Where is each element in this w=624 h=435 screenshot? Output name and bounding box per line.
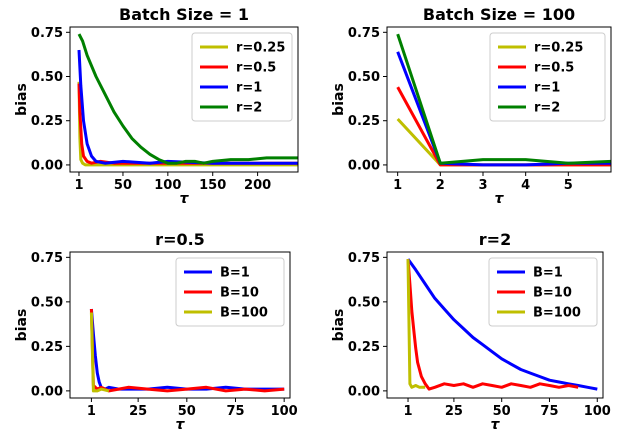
x-tick-label: 50 xyxy=(178,404,196,419)
x-axis-label: τ xyxy=(495,191,505,207)
legend-box xyxy=(489,32,606,122)
axes-frame xyxy=(69,26,299,173)
y-tick-label: 0.75 xyxy=(31,251,63,266)
x-axis-label: τ xyxy=(180,191,190,207)
series-line-r=2 xyxy=(77,33,298,165)
x-tick-label: 1 xyxy=(87,404,96,419)
x-tick-label: 2 xyxy=(436,178,445,193)
legend-label: r=1 xyxy=(534,81,560,96)
x-tick-label: 1 xyxy=(74,178,83,193)
x-tick-label: 75 xyxy=(540,404,558,419)
y-tick-label: 0.00 xyxy=(348,158,380,173)
chart-panel-4: 1 25 50 75 1000.000.250.500.75r=2τbiasB=1B=1… xyxy=(331,230,611,433)
axes-frame xyxy=(386,251,604,399)
x-tick-label: 4 xyxy=(521,178,530,193)
x-tick-label: 50 xyxy=(493,404,511,419)
y-axis-label: bias xyxy=(331,309,347,342)
x-tick-label: 200 xyxy=(244,178,271,193)
legend-label: B=10 xyxy=(220,286,259,301)
series-line-B=100 xyxy=(89,312,110,393)
legend-label: r=2 xyxy=(236,101,262,116)
series-line-B=10 xyxy=(89,308,285,393)
legend: r=0.25 r=0.5 r=1 r=2 xyxy=(489,32,606,122)
chart-title: Batch Size = 1 xyxy=(119,5,249,24)
x-tick-label: 3 xyxy=(478,178,487,193)
chart-title: r=2 xyxy=(479,230,511,249)
legend-label: r=0.25 xyxy=(534,41,583,56)
y-tick-label: 0.50 xyxy=(31,70,63,85)
chart-title: r=0.5 xyxy=(155,230,205,249)
legend: B=1 B=10 B=100 xyxy=(175,257,285,327)
y-tick-label: 0.00 xyxy=(348,384,380,399)
y-tick-label: 0.00 xyxy=(31,158,63,173)
legend-box xyxy=(175,257,285,327)
series-line-r=0.25 xyxy=(396,117,611,167)
chart-panel-2: 1 2 3 4 5 0.00 0.25 0.50 0.75 Batch Size = 100 τ bi… xyxy=(331,5,612,207)
x-axis-label: τ xyxy=(491,417,501,433)
x-tick-label: 1 xyxy=(393,178,402,193)
legend-box xyxy=(488,257,598,327)
axes-frame xyxy=(69,251,291,399)
legend-label: B=100 xyxy=(533,306,581,321)
y-axis-label: bias xyxy=(14,309,30,342)
legend-label: B=100 xyxy=(220,306,268,321)
y-axis-label: bias xyxy=(331,83,347,116)
x-tick-label: 5 xyxy=(564,178,573,193)
legend: B=1 B=10 B=100 xyxy=(488,257,598,327)
y-tick-label: 0.50 xyxy=(348,295,380,310)
legend-box xyxy=(191,32,293,122)
x-tick-label: 100 xyxy=(271,404,298,419)
series-line-r=0.25 xyxy=(77,81,298,167)
y-axis-label: bias xyxy=(14,83,30,116)
y-tick-label: 0.75 xyxy=(348,26,380,41)
legend-label: B=1 xyxy=(533,266,563,281)
legend-label: r=2 xyxy=(534,101,560,116)
y-tick-label: 0.00 xyxy=(31,384,63,399)
legend-label: B=10 xyxy=(533,286,572,301)
legend-label: B=1 xyxy=(220,266,250,281)
y-tick-label: 0.75 xyxy=(348,251,380,266)
y-tick-label: 0.75 xyxy=(31,26,63,41)
y-tick-label: 0.50 xyxy=(31,295,63,310)
x-tick-label: 25 xyxy=(445,404,463,419)
y-tick-label: 0.25 xyxy=(31,340,63,355)
y-tick-label: 0.50 xyxy=(348,70,380,85)
x-tick-label: 1 xyxy=(404,404,413,419)
y-tick-label: 0.25 xyxy=(31,114,63,129)
legend-label: r=0.5 xyxy=(534,61,574,76)
series-line-r=1 xyxy=(77,49,298,165)
axes-frame xyxy=(386,26,612,173)
x-axis-label: τ xyxy=(176,417,186,433)
y-tick-label: 0.25 xyxy=(348,114,380,129)
series-line-B=1 xyxy=(406,258,598,391)
x-tick-label: 150 xyxy=(199,178,226,193)
legend-label: r=1 xyxy=(236,81,262,96)
legend: r=0.25 r=0.5 r=1 r=2 xyxy=(191,32,293,122)
series-line-B=10 xyxy=(406,258,579,391)
y-tick-label: 0.25 xyxy=(348,340,380,355)
x-tick-label: 100 xyxy=(584,404,611,419)
legend-label: r=0.5 xyxy=(236,61,276,76)
series-line-r=2 xyxy=(396,33,611,165)
legend-label: r=0.25 xyxy=(236,41,285,56)
x-tick-label: 75 xyxy=(226,404,244,419)
chart-panel-3: 1 25 50 75 1000.000.250.500.75r=0.5τbiasB=1B… xyxy=(14,230,298,433)
chart-title: Batch Size = 100 xyxy=(423,5,575,24)
x-tick-label: 50 xyxy=(114,178,132,193)
x-tick-label: 100 xyxy=(154,178,181,193)
x-tick-label: 25 xyxy=(129,404,147,419)
series-line-B=100 xyxy=(406,259,426,389)
